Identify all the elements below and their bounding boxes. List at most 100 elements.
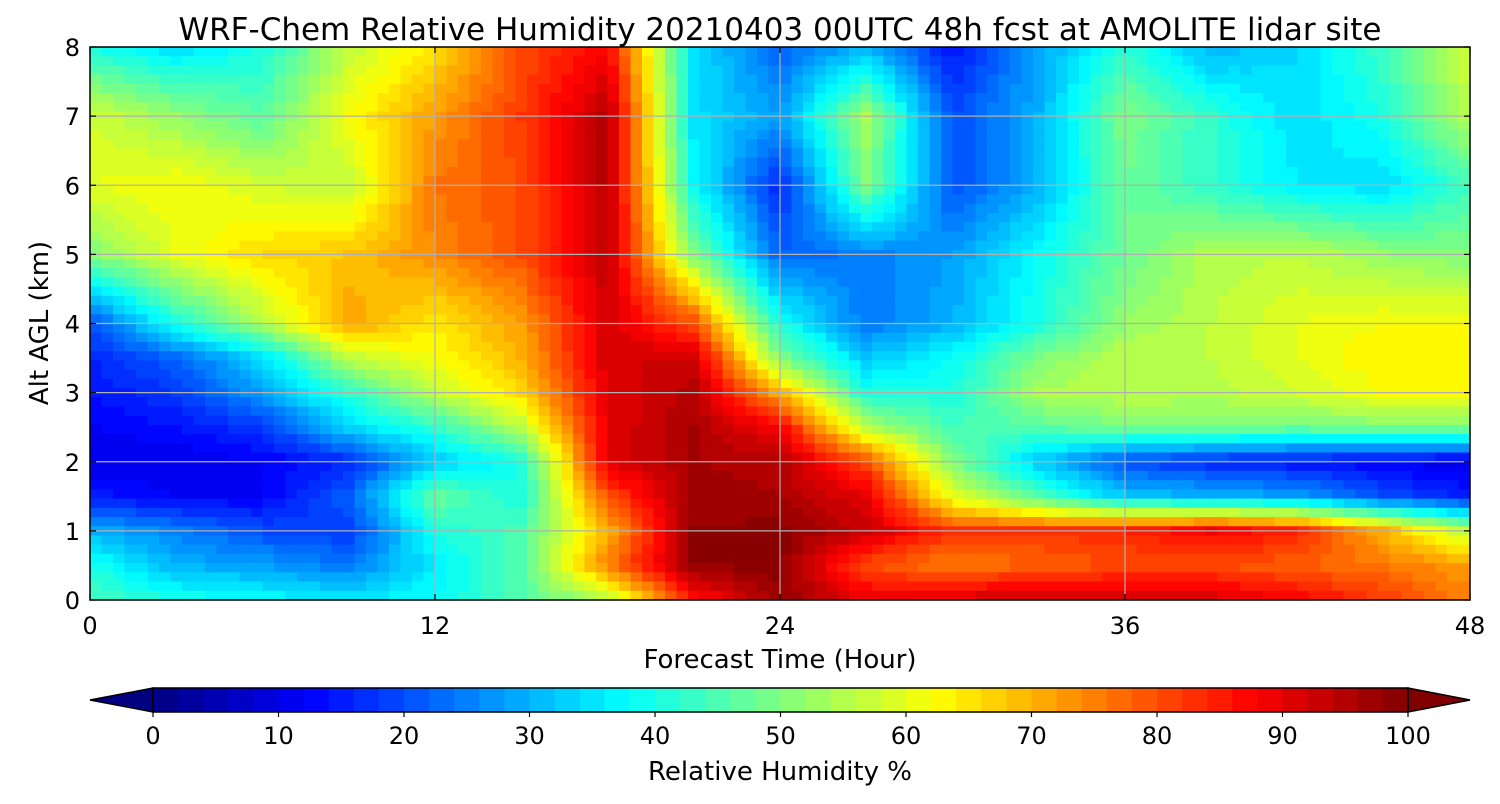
heatmap-cell	[642, 406, 655, 417]
heatmap-cell	[1389, 415, 1402, 426]
heatmap-cell	[1056, 240, 1069, 251]
heatmap-cell	[849, 120, 862, 131]
heatmap-cell	[619, 406, 632, 417]
heatmap-cell	[1251, 74, 1264, 85]
heatmap-cell	[1309, 166, 1322, 177]
heatmap-cell	[1113, 397, 1126, 408]
heatmap-cell	[803, 222, 816, 232]
heatmap-cell	[124, 47, 137, 57]
heatmap-field	[90, 47, 1470, 600]
heatmap-cell	[297, 323, 310, 334]
heatmap-cell	[1056, 351, 1069, 361]
heatmap-cell	[1447, 83, 1460, 94]
heatmap-cell	[331, 341, 344, 352]
heatmap-cell	[1010, 258, 1023, 269]
heatmap-cell	[274, 258, 287, 269]
heatmap-cell	[354, 406, 367, 417]
heatmap-cell	[1355, 286, 1368, 297]
heatmap-cell	[952, 74, 965, 85]
heatmap-cell	[124, 424, 137, 435]
heatmap-cell	[170, 185, 183, 196]
heatmap-cell	[1010, 47, 1023, 57]
heatmap-cell	[262, 129, 275, 140]
heatmap-cell	[297, 212, 310, 223]
heatmap-cell	[699, 185, 712, 196]
heatmap-cell	[550, 47, 563, 57]
heatmap-cell	[952, 406, 965, 417]
heatmap-cell	[216, 74, 229, 85]
heatmap-cell	[297, 166, 310, 177]
heatmap-cell	[504, 323, 517, 334]
heatmap-cell	[101, 406, 114, 417]
heatmap-cell	[768, 194, 781, 205]
heatmap-cell	[297, 369, 310, 380]
heatmap-cell	[1148, 47, 1161, 57]
heatmap-cell	[182, 83, 195, 94]
heatmap-cell	[1113, 47, 1126, 57]
heatmap-cell	[906, 185, 919, 196]
heatmap-cell	[1067, 148, 1080, 159]
heatmap-cell	[377, 332, 390, 343]
heatmap-cell	[688, 360, 701, 371]
heatmap-cell	[837, 148, 850, 159]
heatmap-cell	[895, 406, 908, 417]
heatmap-cell	[1447, 194, 1460, 205]
heatmap-cell	[814, 222, 827, 232]
heatmap-cell	[1148, 240, 1161, 251]
heatmap-cell	[1297, 148, 1310, 159]
heatmap-cell	[929, 277, 942, 288]
heatmap-cell	[159, 332, 172, 343]
heatmap-cell	[239, 378, 252, 389]
heatmap-cell	[1044, 268, 1057, 279]
heatmap-cell	[1205, 203, 1218, 214]
heatmap-cell	[1090, 166, 1103, 177]
heatmap-cell	[435, 166, 448, 177]
heatmap-cell	[573, 258, 586, 269]
heatmap-cell	[699, 203, 712, 214]
heatmap-cell	[147, 166, 160, 177]
heatmap-cell	[998, 231, 1011, 242]
heatmap-cell	[1458, 157, 1470, 168]
heatmap-cell	[768, 397, 781, 408]
heatmap-cell	[113, 415, 126, 426]
heatmap-cell	[1320, 268, 1333, 279]
heatmap-cell	[239, 424, 252, 435]
heatmap-cell	[504, 397, 517, 408]
heatmap-cell	[538, 415, 551, 426]
heatmap-cell	[1125, 212, 1138, 223]
heatmap-cell	[1332, 240, 1345, 251]
heatmap-cell	[1309, 415, 1322, 426]
heatmap-cell	[377, 74, 390, 85]
heatmap-cell	[331, 277, 344, 288]
heatmap-cell	[1458, 360, 1470, 371]
heatmap-cell	[1355, 397, 1368, 408]
heatmap-cell	[757, 378, 770, 389]
heatmap-cell	[515, 139, 528, 149]
heatmap-cell	[642, 415, 655, 426]
heatmap-cell	[1458, 194, 1470, 205]
heatmap-cell	[1297, 286, 1310, 297]
heatmap-cell	[377, 295, 390, 306]
heatmap-cell	[170, 351, 183, 361]
heatmap-cell	[1320, 166, 1333, 177]
heatmap-cell	[1343, 74, 1356, 85]
heatmap-cell	[1424, 47, 1437, 57]
heatmap-cell	[113, 295, 126, 306]
heatmap-cell	[1297, 277, 1310, 288]
heatmap-cell	[722, 360, 735, 371]
heatmap-cell	[998, 47, 1011, 57]
heatmap-cell	[1274, 47, 1287, 57]
heatmap-cell	[1228, 120, 1241, 131]
heatmap-cell	[826, 231, 839, 242]
heatmap-cell	[1309, 369, 1322, 380]
heatmap-cell	[481, 176, 494, 186]
heatmap-cell	[849, 268, 862, 279]
heatmap-cell	[607, 369, 620, 380]
heatmap-cell	[734, 268, 747, 279]
heatmap-cell	[1021, 369, 1034, 380]
heatmap-cell	[1389, 166, 1402, 177]
heatmap-cell	[515, 83, 528, 94]
heatmap-cell	[711, 415, 724, 426]
heatmap-cell	[1079, 203, 1092, 214]
heatmap-cell	[1240, 166, 1253, 177]
